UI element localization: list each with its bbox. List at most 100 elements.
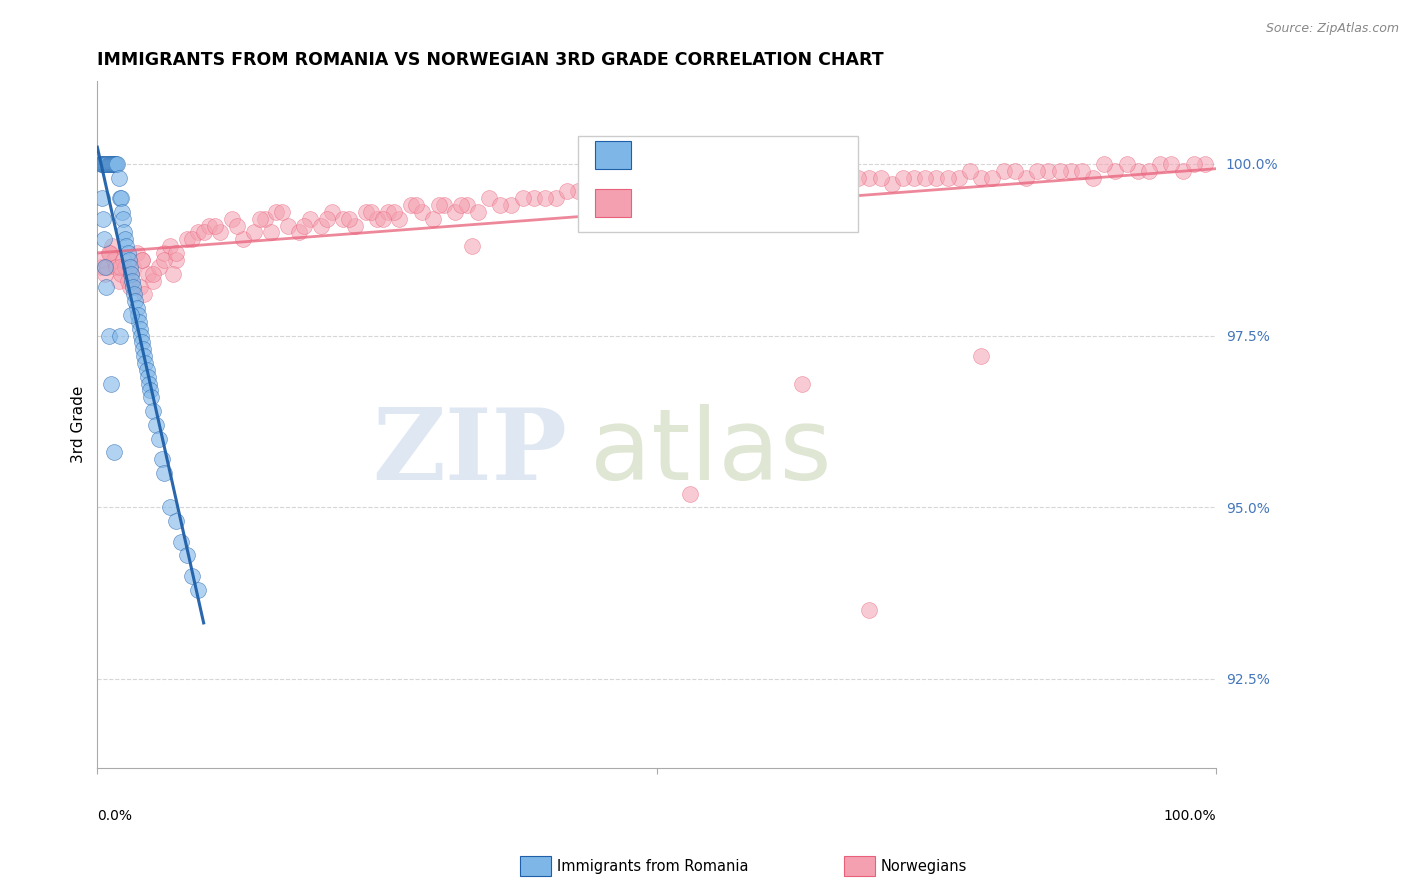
Point <box>780 178 803 192</box>
Point <box>713 184 735 198</box>
Point <box>128 315 150 329</box>
Point <box>1160 157 1182 171</box>
Point <box>880 178 903 192</box>
Point <box>298 211 321 226</box>
Point <box>925 170 948 185</box>
Point <box>266 205 288 219</box>
Point <box>125 301 148 315</box>
Point <box>139 384 162 398</box>
Point <box>747 184 769 198</box>
Point <box>181 569 204 583</box>
Point <box>690 178 713 192</box>
Point <box>377 205 399 219</box>
Point <box>589 191 612 205</box>
Point <box>187 226 209 240</box>
Point <box>127 308 149 322</box>
Text: R = 0.467   N = 152: R = 0.467 N = 152 <box>644 203 827 219</box>
Point <box>120 308 142 322</box>
Point <box>107 157 129 171</box>
Point <box>501 198 523 212</box>
Point <box>1137 163 1160 178</box>
Point <box>96 280 118 294</box>
Point <box>138 376 160 391</box>
Text: Norwegians: Norwegians <box>880 859 966 873</box>
Point <box>1182 157 1205 171</box>
Point <box>567 184 589 198</box>
Point <box>145 417 167 432</box>
Point <box>122 260 145 274</box>
Point <box>98 246 121 260</box>
Point <box>315 211 337 226</box>
Point <box>142 274 165 288</box>
Point <box>90 157 112 171</box>
Point <box>1015 170 1038 185</box>
Text: R = 0.544   N =  67: R = 0.544 N = 67 <box>644 155 827 170</box>
Point <box>100 376 122 391</box>
Point <box>131 252 153 267</box>
Point <box>91 211 114 226</box>
Point <box>117 246 139 260</box>
Point <box>612 184 634 198</box>
Point <box>948 170 970 185</box>
Point <box>121 274 143 288</box>
Point <box>309 219 332 233</box>
Point <box>1149 157 1171 171</box>
Point <box>128 280 150 294</box>
Point <box>321 205 343 219</box>
Point <box>118 252 141 267</box>
Point <box>90 191 112 205</box>
Point <box>198 219 221 233</box>
Point <box>114 260 136 274</box>
Point <box>110 191 132 205</box>
Point <box>959 163 981 178</box>
Point <box>120 267 142 281</box>
Point <box>97 328 120 343</box>
Point <box>165 246 187 260</box>
Point <box>94 267 117 281</box>
FancyBboxPatch shape <box>578 136 858 233</box>
Point <box>657 184 679 198</box>
Point <box>405 198 427 212</box>
Point <box>107 274 129 288</box>
Point <box>1081 170 1104 185</box>
Point <box>724 178 747 192</box>
Point <box>193 226 215 240</box>
Point <box>792 376 814 391</box>
Point <box>181 232 204 246</box>
Point <box>271 205 294 219</box>
Point <box>1126 163 1149 178</box>
Y-axis label: 3rd Grade: 3rd Grade <box>72 386 86 464</box>
Point <box>534 191 557 205</box>
Point <box>118 280 141 294</box>
Point <box>243 226 266 240</box>
Point <box>523 191 546 205</box>
Point <box>108 260 131 274</box>
Point <box>411 205 433 219</box>
Point <box>450 198 472 212</box>
Point <box>869 170 891 185</box>
Point <box>970 170 993 185</box>
Bar <box>595 189 631 218</box>
Point <box>105 260 128 274</box>
Point <box>623 191 645 205</box>
Point <box>668 184 690 198</box>
Point <box>139 390 162 404</box>
Point <box>153 246 176 260</box>
Point <box>122 287 145 301</box>
Point <box>135 363 157 377</box>
Point <box>112 211 135 226</box>
Point <box>332 211 354 226</box>
Point <box>1070 163 1092 178</box>
Point <box>1038 163 1060 178</box>
Point <box>136 369 159 384</box>
Point <box>103 252 125 267</box>
Point <box>1092 157 1115 171</box>
Point <box>131 252 153 267</box>
Point <box>343 219 366 233</box>
Point <box>427 198 450 212</box>
Point <box>108 191 131 205</box>
Point <box>858 170 880 185</box>
Point <box>148 432 170 446</box>
Point <box>204 219 226 233</box>
Point <box>366 211 388 226</box>
